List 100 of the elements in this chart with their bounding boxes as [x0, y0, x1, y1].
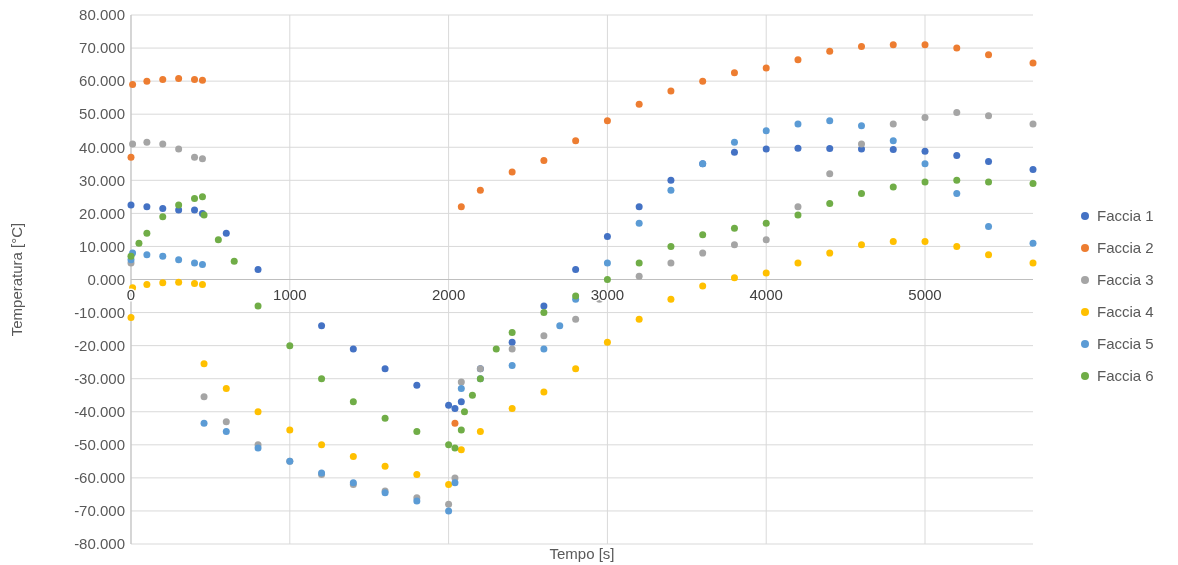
point [572, 315, 580, 323]
point [794, 144, 802, 152]
point [457, 385, 465, 393]
point [445, 401, 453, 409]
point [953, 242, 961, 250]
point [508, 345, 516, 353]
point [457, 426, 465, 434]
point [889, 137, 897, 145]
point [857, 42, 865, 50]
y-tick-label: -60.000 [74, 469, 125, 487]
point [159, 140, 167, 148]
point [603, 338, 611, 346]
point [129, 140, 137, 148]
point [603, 233, 611, 241]
point [457, 378, 465, 386]
point [667, 87, 675, 95]
point [200, 393, 208, 401]
point [457, 446, 465, 454]
point [730, 69, 738, 77]
point [921, 41, 929, 49]
point [159, 213, 167, 221]
point [762, 269, 770, 277]
point [222, 418, 230, 426]
point [540, 332, 548, 340]
point [127, 314, 135, 322]
point [857, 190, 865, 198]
point [699, 282, 707, 290]
point [921, 160, 929, 168]
point [191, 75, 199, 83]
point [222, 385, 230, 393]
point [222, 428, 230, 436]
point [198, 280, 206, 288]
point [921, 147, 929, 155]
legend-label: Faccia 1 [1097, 207, 1154, 225]
point [143, 280, 151, 288]
point [445, 500, 453, 508]
point [762, 236, 770, 244]
point [159, 252, 167, 260]
point [794, 203, 802, 211]
point [667, 242, 675, 250]
point [1029, 239, 1037, 247]
point [572, 365, 580, 373]
point [572, 266, 580, 274]
x-tick-label: 4000 [749, 285, 783, 303]
point [953, 44, 961, 52]
point [129, 80, 137, 88]
point [635, 272, 643, 280]
point [556, 322, 564, 330]
point [175, 278, 183, 286]
point [889, 183, 897, 191]
point [457, 203, 465, 211]
point [143, 77, 151, 85]
point [762, 127, 770, 135]
y-tick-label: 40.000 [79, 138, 125, 156]
point [508, 404, 516, 412]
point [198, 76, 206, 84]
point [699, 231, 707, 239]
point [635, 315, 643, 323]
y-tick-label: 10.000 [79, 237, 125, 255]
point [318, 375, 326, 383]
point [985, 223, 993, 231]
x-axis-title: Tempo [s] [549, 545, 615, 562]
point [445, 507, 453, 515]
point [635, 203, 643, 211]
point [318, 441, 326, 449]
point [953, 109, 961, 117]
point [857, 122, 865, 130]
point [667, 259, 675, 267]
point [413, 381, 421, 389]
point [191, 153, 199, 161]
point [159, 75, 167, 83]
point [200, 360, 208, 368]
y-tick-label: 60.000 [79, 72, 125, 90]
y-tick-label: 20.000 [79, 204, 125, 222]
point [921, 113, 929, 121]
point [572, 137, 580, 145]
y-tick-label: 30.000 [79, 171, 125, 189]
point [762, 64, 770, 72]
point [953, 152, 961, 160]
point [476, 428, 484, 436]
point [635, 219, 643, 227]
y-tick-label: -30.000 [74, 369, 125, 387]
point [1029, 120, 1037, 128]
point [175, 145, 183, 153]
point [468, 391, 476, 399]
point [826, 249, 834, 257]
y-axis-title: Temperatura [°C] [8, 222, 25, 337]
x-tick-label: 5000 [908, 285, 942, 303]
point [1029, 165, 1037, 173]
x-tick-label: 0 [126, 285, 136, 303]
point [762, 145, 770, 153]
y-tick-label: -50.000 [74, 436, 125, 454]
point [508, 328, 516, 336]
point [191, 195, 199, 202]
point [159, 204, 167, 212]
point [540, 309, 548, 317]
point [1029, 59, 1037, 67]
point [603, 117, 611, 125]
point [889, 120, 897, 128]
point [667, 186, 675, 194]
